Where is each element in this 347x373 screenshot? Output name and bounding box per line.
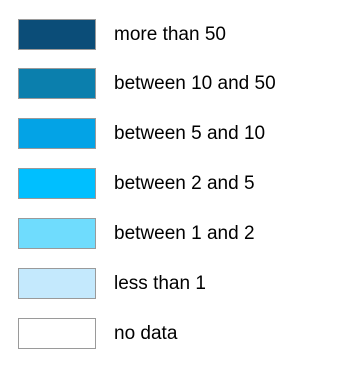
legend-item-no-data: no data xyxy=(18,316,338,350)
legend-item-less-than-1: less than 1 xyxy=(18,266,338,300)
legend-swatch xyxy=(18,18,96,50)
legend-item-between-5-and-10: between 5 and 10 xyxy=(18,116,338,150)
legend-swatch xyxy=(18,317,96,349)
legend-item-more-than-50: more than 50 xyxy=(18,17,338,51)
legend-swatch xyxy=(18,117,96,149)
legend-label: between 10 and 50 xyxy=(114,72,276,94)
legend-swatch xyxy=(18,167,96,199)
legend-label: between 2 and 5 xyxy=(114,172,255,194)
legend-swatch xyxy=(18,217,96,249)
legend-item-between-2-and-5: between 2 and 5 xyxy=(18,166,338,200)
legend-item-between-1-and-2: between 1 and 2 xyxy=(18,216,338,250)
legend-item-between-10-and-50: between 10 and 50 xyxy=(18,66,338,100)
legend-label: more than 50 xyxy=(114,23,226,45)
legend-label: less than 1 xyxy=(114,272,206,294)
legend-label: between 5 and 10 xyxy=(114,122,266,144)
legend-label: no data xyxy=(114,322,178,344)
legend-label: between 1 and 2 xyxy=(114,222,255,244)
legend-swatch xyxy=(18,67,96,99)
legend-swatch xyxy=(18,267,96,299)
